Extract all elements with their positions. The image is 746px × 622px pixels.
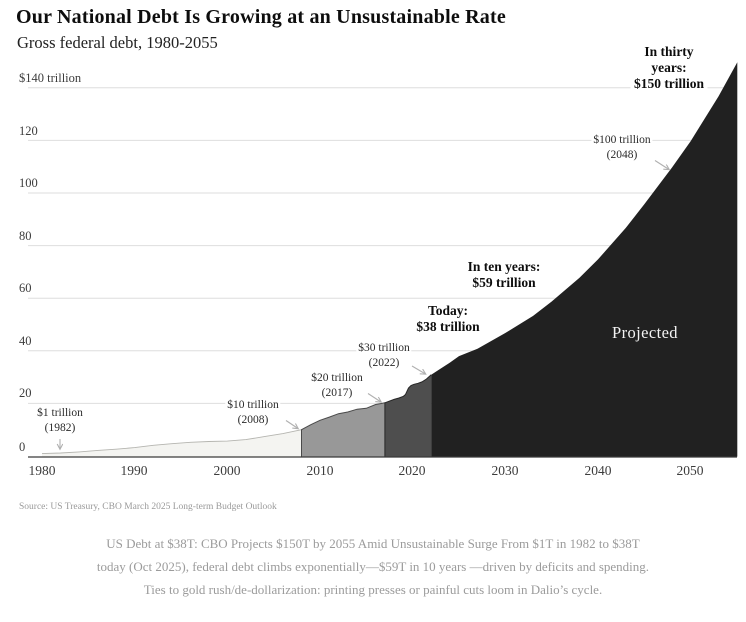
x-axis-label-1990: 1990 [120, 463, 148, 478]
x-axis-label-2050: 2050 [676, 463, 704, 478]
x-axis-label-2030: 2030 [491, 463, 519, 478]
annotation-in-thirty-years: In thirty years: $150 trillion [630, 44, 708, 92]
annotation-today: Today: $38 trillion [414, 303, 482, 335]
area-1980-2008-outline [41, 429, 302, 455]
y-axis-label-120: 120 [19, 124, 41, 139]
area-2022-2055-projected [431, 62, 738, 457]
page-title: Our National Debt Is Growing at an Unsus… [16, 6, 506, 28]
y-axis-label-40: 40 [19, 334, 35, 349]
area-2008-2017 [301, 402, 385, 457]
y-axis-label-60: 60 [19, 281, 35, 296]
y-axis-label-0: 0 [19, 440, 29, 455]
annotation-100-trillion: $100 trillion (2048) [591, 133, 653, 163]
page-subtitle: Gross federal debt, 1980-2055 [17, 33, 218, 52]
x-axis-label-2010: 2010 [306, 463, 334, 478]
x-axis-label-1980: 1980 [28, 463, 56, 478]
arrow-100-trillion-icon [654, 160, 669, 170]
annotation-30-trillion: $30 trillion (2022) [356, 341, 412, 371]
arrow-10-trillion-icon [285, 420, 298, 429]
annotation-1-trillion: $1 trillion (1982) [35, 406, 85, 436]
projected-label: Projected [612, 323, 678, 342]
annotation-arrows [60, 160, 669, 450]
area-2017-2022-outline [384, 374, 432, 457]
x-axis-label-2000: 2000 [213, 463, 241, 478]
x-axis-label-2040: 2040 [584, 463, 612, 478]
area-2017-2022 [384, 374, 432, 457]
chart-caption: US Debt at $38T: CBO Projects $150T by 2… [96, 536, 650, 597]
arrow-20-trillion-icon [367, 393, 381, 403]
annotation-20-trillion: $20 trillion (2017) [309, 371, 365, 401]
annotation-in-ten-years: In ten years: $59 trillion [465, 259, 543, 291]
y-axis-label-140: $140 trillion [19, 71, 85, 86]
y-axis-label-20: 20 [19, 386, 35, 401]
arrow-30-trillion-icon [411, 365, 426, 374]
y-axis-label-80: 80 [19, 229, 35, 244]
y-axis-label-100: 100 [19, 176, 41, 191]
x-axis-label-2020: 2020 [398, 463, 426, 478]
area-2008-2017-outline [301, 402, 385, 457]
annotation-10-trillion: $10 trillion (2008) [225, 398, 281, 428]
source-note: Source: US Treasury, CBO March 2025 Long… [19, 502, 277, 512]
